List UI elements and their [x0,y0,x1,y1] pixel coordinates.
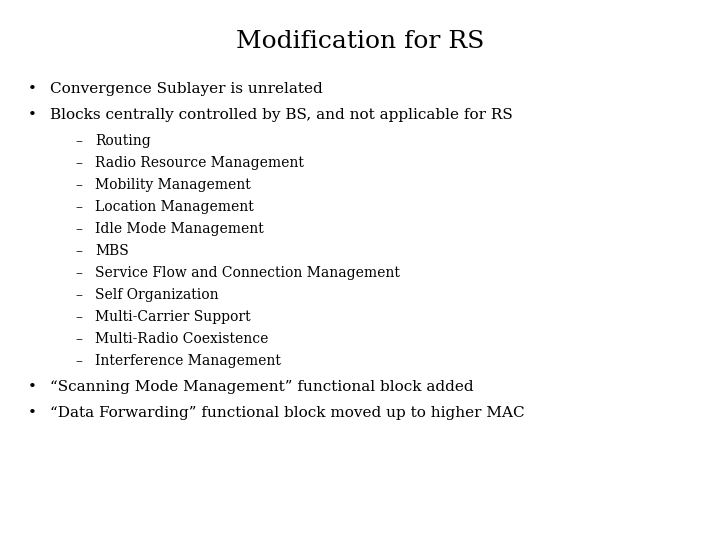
Text: Radio Resource Management: Radio Resource Management [95,156,304,170]
Text: –: – [75,200,82,214]
Text: “Scanning Mode Management” functional block added: “Scanning Mode Management” functional bl… [50,380,474,394]
Text: –: – [75,178,82,192]
Text: Convergence Sublayer is unrelated: Convergence Sublayer is unrelated [50,82,323,96]
Text: •: • [28,380,37,394]
Text: Interference Management: Interference Management [95,354,281,368]
Text: “Data Forwarding” functional block moved up to higher MAC: “Data Forwarding” functional block moved… [50,406,525,420]
Text: –: – [75,288,82,302]
Text: Multi-Carrier Support: Multi-Carrier Support [95,310,251,324]
Text: –: – [75,134,82,148]
Text: –: – [75,222,82,236]
Text: Blocks centrally controlled by BS, and not applicable for RS: Blocks centrally controlled by BS, and n… [50,108,513,122]
Text: –: – [75,310,82,324]
Text: •: • [28,406,37,420]
Text: Routing: Routing [95,134,150,148]
Text: Idle Mode Management: Idle Mode Management [95,222,264,236]
Text: Location Management: Location Management [95,200,253,214]
Text: •: • [28,108,37,122]
Text: Multi-Radio Coexistence: Multi-Radio Coexistence [95,332,269,346]
Text: Self Organization: Self Organization [95,288,219,302]
Text: –: – [75,156,82,170]
Text: –: – [75,244,82,258]
Text: Mobility Management: Mobility Management [95,178,251,192]
Text: Service Flow and Connection Management: Service Flow and Connection Management [95,266,400,280]
Text: –: – [75,354,82,368]
Text: •: • [28,82,37,96]
Text: –: – [75,332,82,346]
Text: MBS: MBS [95,244,129,258]
Text: Modification for RS: Modification for RS [236,30,484,53]
Text: –: – [75,266,82,280]
